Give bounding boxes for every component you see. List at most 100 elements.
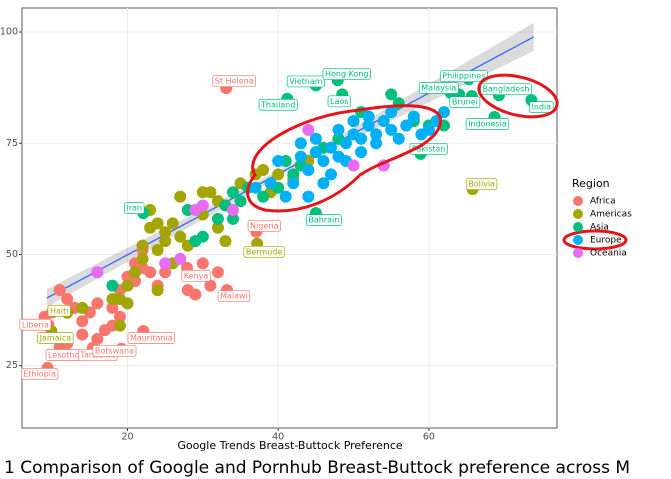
point bbox=[159, 226, 172, 239]
label-box bbox=[212, 75, 256, 87]
point bbox=[196, 257, 209, 270]
point bbox=[174, 252, 187, 265]
label-box bbox=[19, 318, 52, 331]
y-tick-label: 100 bbox=[0, 27, 18, 38]
point bbox=[91, 333, 104, 346]
legend-key bbox=[573, 209, 583, 219]
point-label: Lesotho bbox=[45, 349, 82, 361]
point bbox=[106, 292, 119, 305]
point-label: Malaysia bbox=[418, 82, 459, 94]
point bbox=[309, 146, 322, 159]
point bbox=[355, 146, 368, 159]
point bbox=[159, 235, 172, 248]
point bbox=[302, 123, 315, 136]
label-box bbox=[449, 96, 481, 108]
point bbox=[121, 297, 134, 310]
point bbox=[355, 132, 368, 145]
label-text: Brunei bbox=[452, 98, 478, 107]
label-box bbox=[322, 68, 371, 80]
label-box bbox=[418, 82, 459, 94]
point bbox=[136, 252, 149, 265]
point bbox=[106, 279, 119, 292]
point-label: Haiti bbox=[47, 304, 71, 317]
label-box bbox=[529, 101, 554, 113]
point bbox=[136, 239, 149, 252]
point-label: India bbox=[529, 101, 554, 113]
point bbox=[144, 266, 157, 279]
legend-key bbox=[573, 196, 583, 206]
point-label: Laos bbox=[327, 95, 351, 108]
point bbox=[234, 195, 247, 208]
point bbox=[257, 190, 270, 203]
point bbox=[211, 212, 224, 225]
point bbox=[257, 163, 270, 176]
label-text: Haiti bbox=[50, 306, 69, 315]
point bbox=[279, 190, 292, 203]
point bbox=[129, 266, 142, 279]
point bbox=[204, 186, 217, 199]
point bbox=[370, 137, 383, 150]
label-text: Lesotho bbox=[48, 351, 80, 360]
point bbox=[204, 279, 217, 292]
point-label: Kenya bbox=[181, 269, 211, 282]
point bbox=[302, 163, 315, 176]
label-text: Jamaica bbox=[39, 334, 72, 343]
point bbox=[324, 168, 337, 181]
label-box bbox=[247, 219, 282, 232]
point bbox=[362, 110, 375, 123]
annotation-circle bbox=[246, 104, 443, 213]
label-text: Iran bbox=[127, 204, 143, 213]
label-text: Bahrain bbox=[308, 216, 339, 225]
point bbox=[370, 128, 383, 141]
label-box bbox=[47, 304, 71, 317]
label-text: Bolivia bbox=[468, 180, 495, 189]
label-text: Pakistan bbox=[412, 144, 446, 153]
label-text: Malaysia bbox=[421, 83, 456, 92]
point-label: Malawi bbox=[217, 290, 251, 302]
label-box bbox=[124, 202, 145, 214]
label-box bbox=[465, 118, 510, 130]
point-label: Jamaica bbox=[37, 332, 74, 344]
point bbox=[385, 88, 398, 101]
point bbox=[226, 212, 239, 225]
point bbox=[294, 150, 307, 163]
y-tick-label: 50 bbox=[6, 249, 18, 260]
label-text: Liberia bbox=[22, 320, 49, 329]
label-box bbox=[127, 332, 175, 344]
point-label: Thailand bbox=[258, 98, 298, 111]
label-text: Bangladesh bbox=[483, 85, 530, 94]
point-label: Liberia bbox=[19, 318, 52, 331]
label-text: Malawi bbox=[220, 292, 248, 301]
legend-label: Europe bbox=[590, 236, 622, 246]
point-label: Mauritania bbox=[127, 332, 175, 344]
point-label: Philippines bbox=[439, 70, 488, 83]
label-box bbox=[306, 214, 342, 226]
label-box bbox=[37, 332, 74, 344]
label-text: Kenya bbox=[184, 271, 209, 280]
point bbox=[309, 132, 322, 145]
point bbox=[151, 284, 164, 297]
legend-key bbox=[573, 235, 583, 245]
point bbox=[294, 137, 307, 150]
point-label: Indonesia bbox=[465, 118, 510, 130]
point bbox=[76, 315, 89, 328]
point-label: Hong Kong bbox=[322, 68, 371, 80]
label-text: Laos bbox=[330, 97, 348, 106]
grid bbox=[19, 8, 557, 431]
point bbox=[385, 123, 398, 136]
legend-label: Oceania bbox=[590, 249, 627, 259]
point bbox=[151, 244, 164, 257]
point bbox=[400, 119, 413, 132]
point bbox=[407, 110, 420, 123]
label-text: Botswana bbox=[95, 346, 134, 355]
point bbox=[113, 310, 126, 323]
point bbox=[226, 186, 239, 199]
point-label: Nigeria bbox=[247, 219, 282, 232]
label-text: Indonesia bbox=[468, 120, 507, 129]
point-label: Bahrain bbox=[306, 214, 342, 226]
point bbox=[113, 319, 126, 332]
label-box bbox=[286, 75, 325, 88]
point bbox=[211, 221, 224, 234]
point bbox=[347, 159, 360, 172]
